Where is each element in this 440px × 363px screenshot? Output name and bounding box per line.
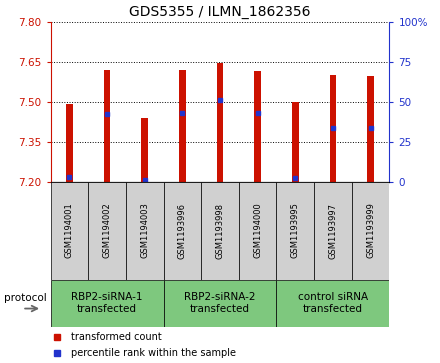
Text: GSM1194003: GSM1194003 — [140, 203, 149, 258]
Title: GDS5355 / ILMN_1862356: GDS5355 / ILMN_1862356 — [129, 5, 311, 19]
Bar — [352, 182, 389, 280]
Text: transformed count: transformed count — [71, 332, 161, 342]
Bar — [164, 280, 276, 327]
Text: RBP2-siRNA-2
transfected: RBP2-siRNA-2 transfected — [184, 292, 256, 314]
Text: GSM1194000: GSM1194000 — [253, 203, 262, 258]
Bar — [276, 182, 314, 280]
Bar — [179, 70, 186, 182]
Bar — [126, 182, 164, 280]
Bar — [216, 63, 224, 182]
Text: GSM1193999: GSM1193999 — [366, 203, 375, 258]
Text: GSM1193998: GSM1193998 — [216, 203, 224, 258]
Text: GSM1193996: GSM1193996 — [178, 203, 187, 258]
Bar — [330, 75, 336, 182]
Bar — [367, 76, 374, 182]
Bar — [201, 182, 239, 280]
Text: GSM1194001: GSM1194001 — [65, 203, 74, 258]
Text: GSM1194002: GSM1194002 — [103, 203, 112, 258]
Text: control siRNA
transfected: control siRNA transfected — [298, 292, 368, 314]
Text: GSM1193997: GSM1193997 — [328, 203, 337, 258]
Bar — [292, 102, 299, 182]
Text: GSM1193995: GSM1193995 — [291, 203, 300, 258]
Bar — [239, 182, 276, 280]
Bar — [88, 182, 126, 280]
Bar — [314, 182, 352, 280]
Bar — [66, 104, 73, 182]
Bar — [51, 182, 88, 280]
Bar — [141, 118, 148, 182]
Bar — [276, 280, 389, 327]
Bar — [164, 182, 201, 280]
Text: RBP2-siRNA-1
transfected: RBP2-siRNA-1 transfected — [71, 292, 143, 314]
Bar — [104, 70, 110, 182]
Bar — [51, 280, 164, 327]
Text: protocol: protocol — [4, 293, 47, 303]
Text: percentile rank within the sample: percentile rank within the sample — [71, 348, 236, 358]
Bar — [254, 71, 261, 182]
